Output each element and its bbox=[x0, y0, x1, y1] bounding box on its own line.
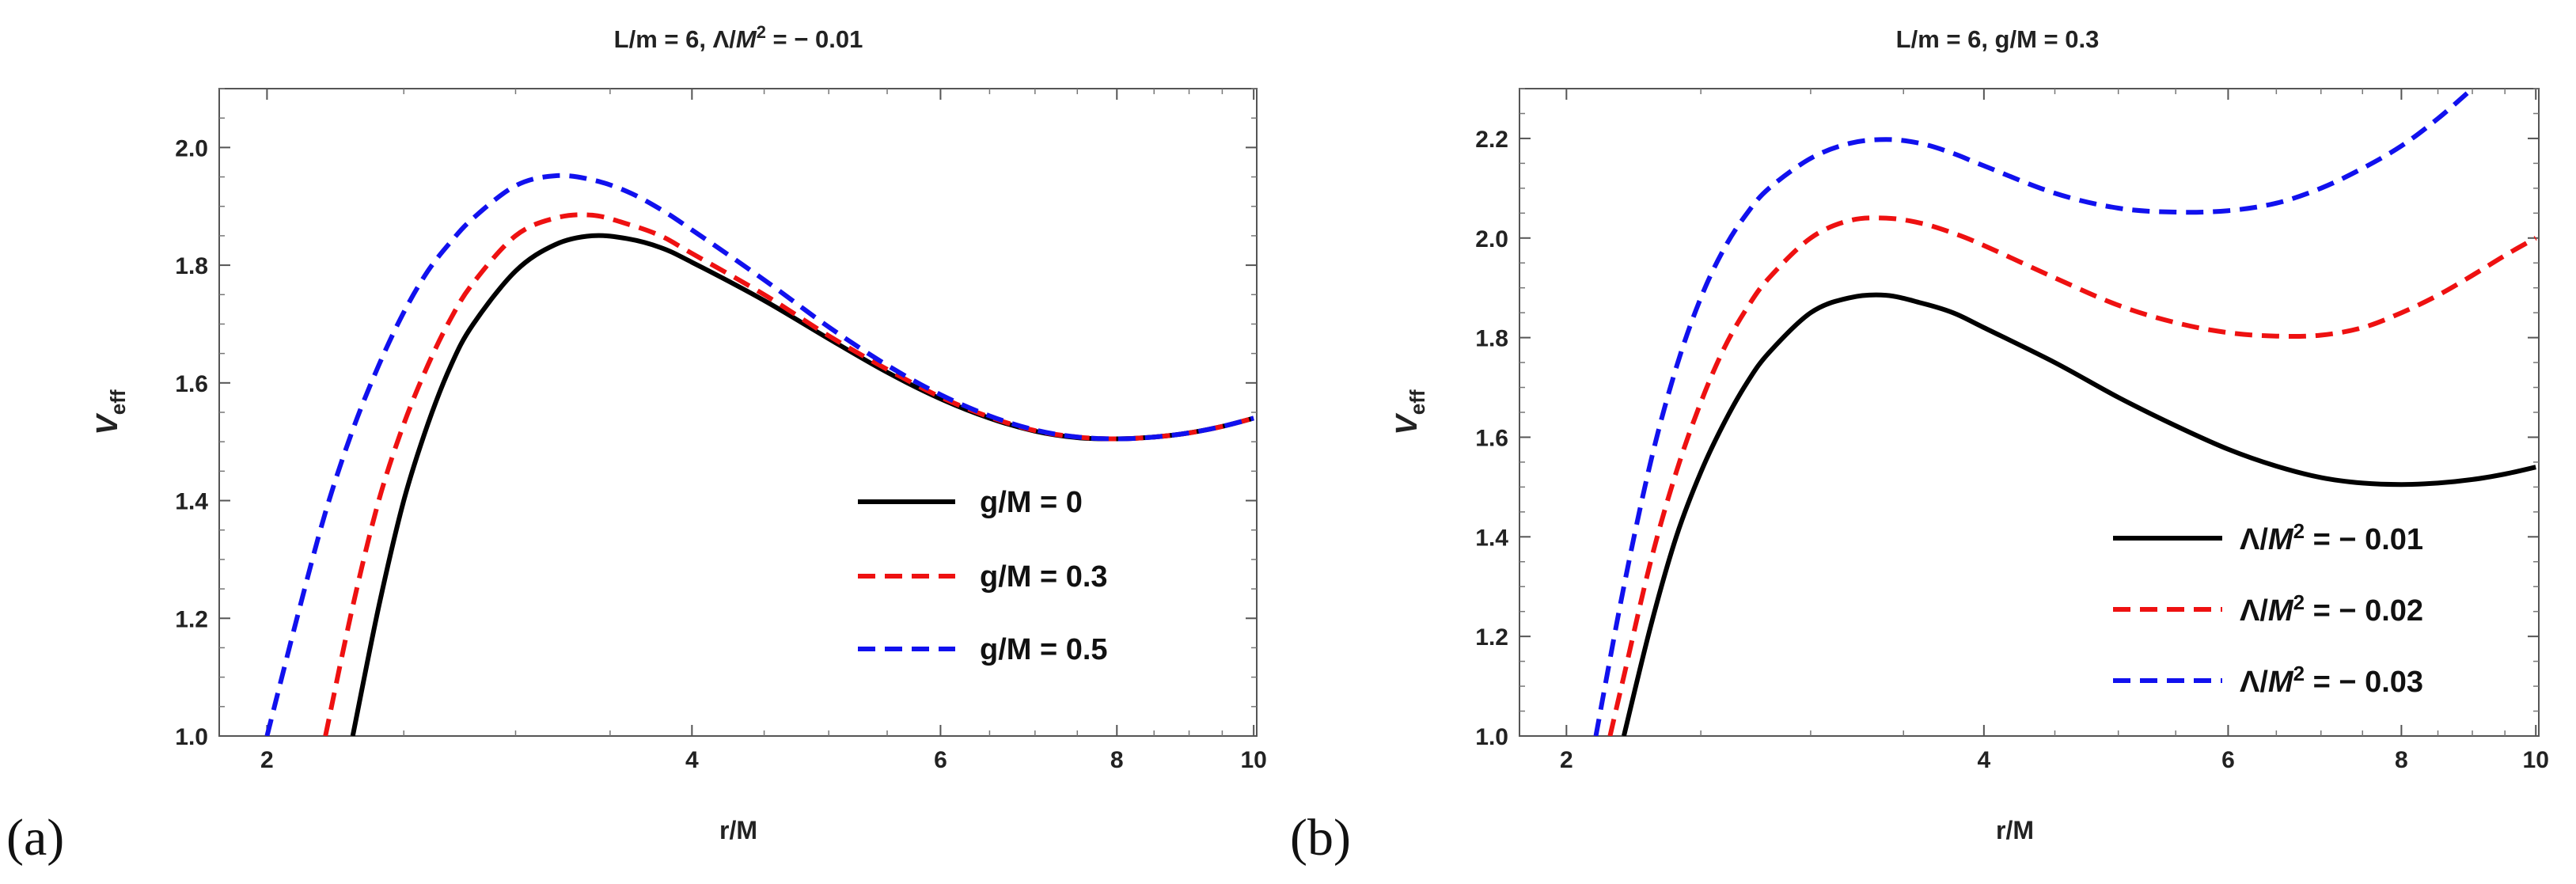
panel-a-legend: g/M = 0 g/M = 0.3 g/M = 0.5 bbox=[858, 486, 1108, 666]
x-tick-label: 2 bbox=[1560, 747, 1573, 773]
series-line-2 bbox=[1593, 89, 2474, 736]
panel-b-ticks: 2 4 6 8 10 1.0 1.2 1.4 1.6 1.8 2.0 2.2 bbox=[1475, 88, 2549, 773]
panel-a-tag: (a) bbox=[6, 809, 64, 867]
panel-a-x-axis-label: r/M bbox=[719, 816, 757, 844]
panel-b-y-axis-label: Veff bbox=[1390, 389, 1429, 434]
x-tick-label: 10 bbox=[2523, 747, 2549, 773]
x-tick-label: 6 bbox=[934, 747, 947, 773]
panel-b-title: L/m = 6, g/M = 0.3 bbox=[1896, 25, 2100, 53]
x-tick-label: 2 bbox=[260, 747, 274, 773]
y-tick-label: 1.4 bbox=[1475, 525, 1508, 551]
panel-b: L/m = 6, g/M = 0.3 2 4 6 8 10 1.0 1.2 1.4 1.6 1.8… bbox=[1290, 25, 2549, 867]
panel-b-legend-item: Λ/M2 = − 0.02 bbox=[2113, 590, 2423, 628]
x-tick-label: 8 bbox=[2395, 747, 2408, 773]
panel-a-legend-item: g/M = 0 bbox=[858, 486, 1083, 519]
panel-a-legend-item: g/M = 0.5 bbox=[858, 633, 1108, 666]
panel-a-legend-item: g/M = 0.3 bbox=[858, 560, 1108, 594]
x-tick-label: 8 bbox=[1110, 747, 1124, 773]
panel-b-legend-label-1: Λ/M2 = − 0.02 bbox=[2240, 590, 2423, 628]
panel-b-legend: Λ/M2 = − 0.01 Λ/M2 = − 0.02 Λ/M2 = − 0.0… bbox=[2113, 519, 2423, 699]
y-tick-label: 1.8 bbox=[1475, 326, 1508, 352]
x-tick-label: 10 bbox=[1240, 747, 1266, 773]
panel-b-legend-item: Λ/M2 = − 0.01 bbox=[2113, 519, 2423, 556]
y-tick-label: 1.2 bbox=[175, 606, 208, 632]
panel-a-legend-label-0: g/M = 0 bbox=[980, 486, 1083, 519]
y-tick-label: 2.0 bbox=[1475, 226, 1508, 252]
y-tick-label: 1.4 bbox=[175, 489, 208, 515]
panel-b-legend-label-0: Λ/M2 = − 0.01 bbox=[2240, 519, 2423, 556]
series-line-2 bbox=[264, 173, 1254, 736]
series-line-0 bbox=[1621, 292, 2536, 736]
panel-a-curves bbox=[264, 173, 1254, 736]
x-tick-label: 4 bbox=[1978, 747, 1991, 773]
panel-a-legend-label-2: g/M = 0.5 bbox=[980, 633, 1108, 666]
panel-a-title: L/m = 6, Λ/M2 = − 0.01 bbox=[614, 22, 863, 53]
y-tick-label: 2.0 bbox=[175, 135, 208, 161]
y-tick-label: 1.2 bbox=[1475, 624, 1508, 651]
panel-a-y-axis-label: Veff bbox=[91, 389, 130, 434]
y-tick-label: 1.6 bbox=[175, 371, 208, 397]
panel-a: L/m = 6, Λ/M2 = − 0.01 2 4 6 8 10 1.0 1.2 1.4 1.… bbox=[6, 22, 1267, 867]
x-tick-label: 6 bbox=[2221, 747, 2235, 773]
x-tick-label: 4 bbox=[685, 747, 699, 773]
y-tick-label: 1.0 bbox=[1475, 724, 1508, 750]
panel-b-x-axis-label: r/M bbox=[1996, 816, 2034, 844]
panel-b-legend-item: Λ/M2 = − 0.03 bbox=[2113, 662, 2423, 699]
panel-b-legend-label-2: Λ/M2 = − 0.03 bbox=[2240, 662, 2423, 699]
panel-b-tag: (b) bbox=[1290, 809, 1351, 867]
series-line-1 bbox=[1607, 215, 2537, 736]
y-tick-label: 2.2 bbox=[1475, 127, 1508, 153]
y-tick-label: 1.0 bbox=[175, 724, 208, 750]
panel-b-curves bbox=[1593, 89, 2537, 736]
y-tick-label: 1.8 bbox=[175, 253, 208, 279]
y-tick-label: 1.6 bbox=[1475, 425, 1508, 451]
panel-a-legend-label-1: g/M = 0.3 bbox=[980, 560, 1108, 594]
